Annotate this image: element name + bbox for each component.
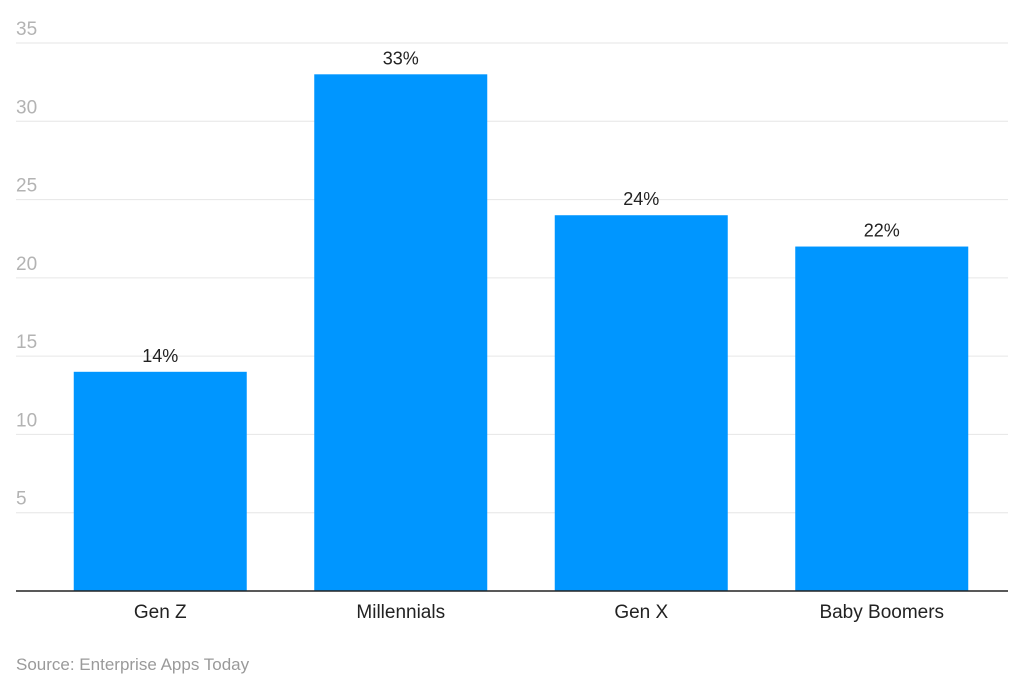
x-category-label: Gen X — [614, 602, 668, 623]
bars — [73, 74, 969, 592]
x-axis-categories: Gen Z Millennials Gen X Baby Boomers — [134, 602, 944, 623]
y-tick-label: 20 — [16, 254, 37, 275]
bar — [795, 246, 969, 592]
x-category-label: Millennials — [356, 602, 445, 623]
bar — [73, 371, 247, 591]
y-tick-label: 25 — [16, 176, 37, 197]
data-label: 14% — [142, 346, 178, 366]
x-category-label: Baby Boomers — [819, 602, 944, 623]
source-note: Source: Enterprise Apps Today — [16, 655, 250, 674]
y-tick-label: 5 — [16, 489, 27, 510]
x-category-label: Gen Z — [134, 602, 187, 623]
y-tick-label: 15 — [16, 332, 37, 353]
bar — [554, 215, 728, 591]
y-axis-ticks: 5 10 15 20 25 30 35 — [16, 19, 37, 510]
data-label: 24% — [623, 189, 659, 209]
y-tick-label: 30 — [16, 97, 37, 118]
bar — [314, 74, 488, 592]
data-label: 22% — [864, 221, 900, 241]
y-tick-label: 10 — [16, 410, 37, 431]
y-tick-label: 35 — [16, 19, 37, 40]
data-labels: 14% 33% 24% 22% — [142, 48, 900, 365]
data-label: 33% — [383, 48, 419, 68]
